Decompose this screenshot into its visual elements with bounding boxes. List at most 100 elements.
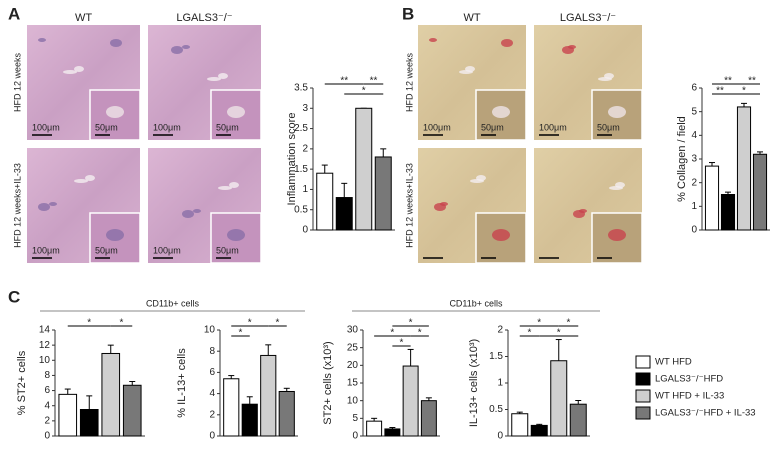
significance-label: * xyxy=(400,338,404,349)
tissue-feature xyxy=(38,203,50,211)
tissue-feature xyxy=(470,179,484,183)
scale-label: 50μm xyxy=(216,245,239,255)
y-tick-label: 5 xyxy=(691,106,697,117)
tissue-feature xyxy=(609,186,623,190)
scale-label: 100μm xyxy=(153,245,181,255)
y-tick-label: 8 xyxy=(209,346,215,357)
significance-label: * xyxy=(742,86,746,97)
bar xyxy=(550,360,568,437)
scale-label: 50μm xyxy=(95,245,118,255)
y-tick-label: 10 xyxy=(347,395,359,406)
tissue-feature xyxy=(218,186,232,190)
tissue-feature xyxy=(218,73,228,79)
y-tick-label: 6 xyxy=(691,83,697,94)
significance-label: ** xyxy=(748,76,756,87)
inset-feature xyxy=(227,229,245,241)
y-tick-label: 0.5 xyxy=(489,404,503,415)
bar xyxy=(79,409,99,437)
y-tick-label: 6 xyxy=(209,367,215,378)
bar xyxy=(223,378,240,437)
significance-label: * xyxy=(537,318,541,329)
column-label: LGALS3⁻/⁻ xyxy=(176,12,232,24)
y-tick-label: 3 xyxy=(302,103,308,114)
scale-label: 50μm xyxy=(597,122,620,132)
y-axis-label: IL-13+ cells (x10³) xyxy=(468,339,480,427)
significance-label: * xyxy=(557,328,561,339)
significance-label: * xyxy=(418,328,422,339)
tissue-feature xyxy=(49,202,57,206)
bar xyxy=(720,194,736,231)
significance-label: * xyxy=(362,86,366,97)
tissue-feature xyxy=(459,70,473,74)
significance-label: ** xyxy=(724,76,732,87)
tissue-feature xyxy=(74,66,84,72)
legend-swatch xyxy=(635,406,651,420)
significance-label: * xyxy=(120,318,124,329)
y-axis-label: % IL-13+ cells xyxy=(176,348,188,418)
bar xyxy=(241,403,258,437)
significance-label: * xyxy=(528,328,532,339)
column-label: LGALS3⁻/⁻ xyxy=(560,12,616,24)
y-tick-label: 30 xyxy=(347,325,359,336)
scale-label: 50μm xyxy=(95,122,118,132)
y-axis-label: % Collagen / field xyxy=(676,116,688,202)
bar xyxy=(511,413,529,437)
bar xyxy=(101,352,121,437)
legend-swatch xyxy=(635,355,651,369)
y-tick-label: 1.5 xyxy=(489,351,503,362)
significance-label: * xyxy=(390,328,394,339)
bar xyxy=(58,393,78,437)
significance-label: * xyxy=(567,318,571,329)
scale-label: 100μm xyxy=(153,122,181,132)
legend-swatch xyxy=(635,372,651,386)
panel-letter: C xyxy=(8,287,20,306)
y-tick-label: 0 xyxy=(302,225,308,236)
row-label: HFD 12 weeks xyxy=(12,52,22,112)
tissue-feature xyxy=(229,182,239,188)
bar xyxy=(122,384,142,437)
y-axis-label: ST2+ cells (x10³) xyxy=(322,341,334,424)
y-tick-label: 1 xyxy=(302,184,308,195)
significance-label: ** xyxy=(370,76,378,87)
bar xyxy=(355,107,373,231)
y-tick-label: 2 xyxy=(302,143,308,154)
significance-label: * xyxy=(276,318,280,329)
bar xyxy=(736,106,752,231)
y-tick-label: 5 xyxy=(352,413,358,424)
tissue-feature xyxy=(207,77,221,81)
tissue-feature xyxy=(38,38,46,42)
y-tick-label: 3 xyxy=(691,154,697,165)
inset-feature xyxy=(492,106,510,118)
panel-letter: B xyxy=(402,4,414,23)
y-tick-label: 2 xyxy=(44,415,50,426)
legend-label: WT HFD xyxy=(655,357,692,368)
scale-label: 100μm xyxy=(32,245,60,255)
y-tick-label: 0.5 xyxy=(294,204,308,215)
column-label: WT xyxy=(75,12,92,24)
bar xyxy=(704,165,720,231)
panel-letter: A xyxy=(8,4,20,23)
header-label: CD11b+ cells xyxy=(146,298,200,308)
bar xyxy=(366,420,383,437)
inset-feature xyxy=(492,229,510,241)
y-tick-label: 4 xyxy=(44,400,50,411)
y-tick-label: 12 xyxy=(39,340,51,351)
y-tick-label: 1 xyxy=(497,378,503,389)
bar xyxy=(402,365,419,437)
tissue-feature xyxy=(63,70,77,74)
y-tick-label: 4 xyxy=(209,388,215,399)
tissue-feature xyxy=(85,175,95,181)
tissue-feature xyxy=(110,39,122,47)
tissue-feature xyxy=(562,46,574,54)
significance-label: ** xyxy=(716,86,724,97)
column-label: WT xyxy=(463,12,480,24)
legend-label: LGALS3⁻/⁻HFD xyxy=(655,374,723,385)
bar xyxy=(752,153,768,231)
significance-label: * xyxy=(248,318,252,329)
y-tick-label: 0 xyxy=(352,431,358,442)
inset-feature xyxy=(227,106,245,118)
significance-label: * xyxy=(239,328,243,339)
header-label: CD11b+ cells xyxy=(449,298,503,308)
bar xyxy=(530,424,548,437)
